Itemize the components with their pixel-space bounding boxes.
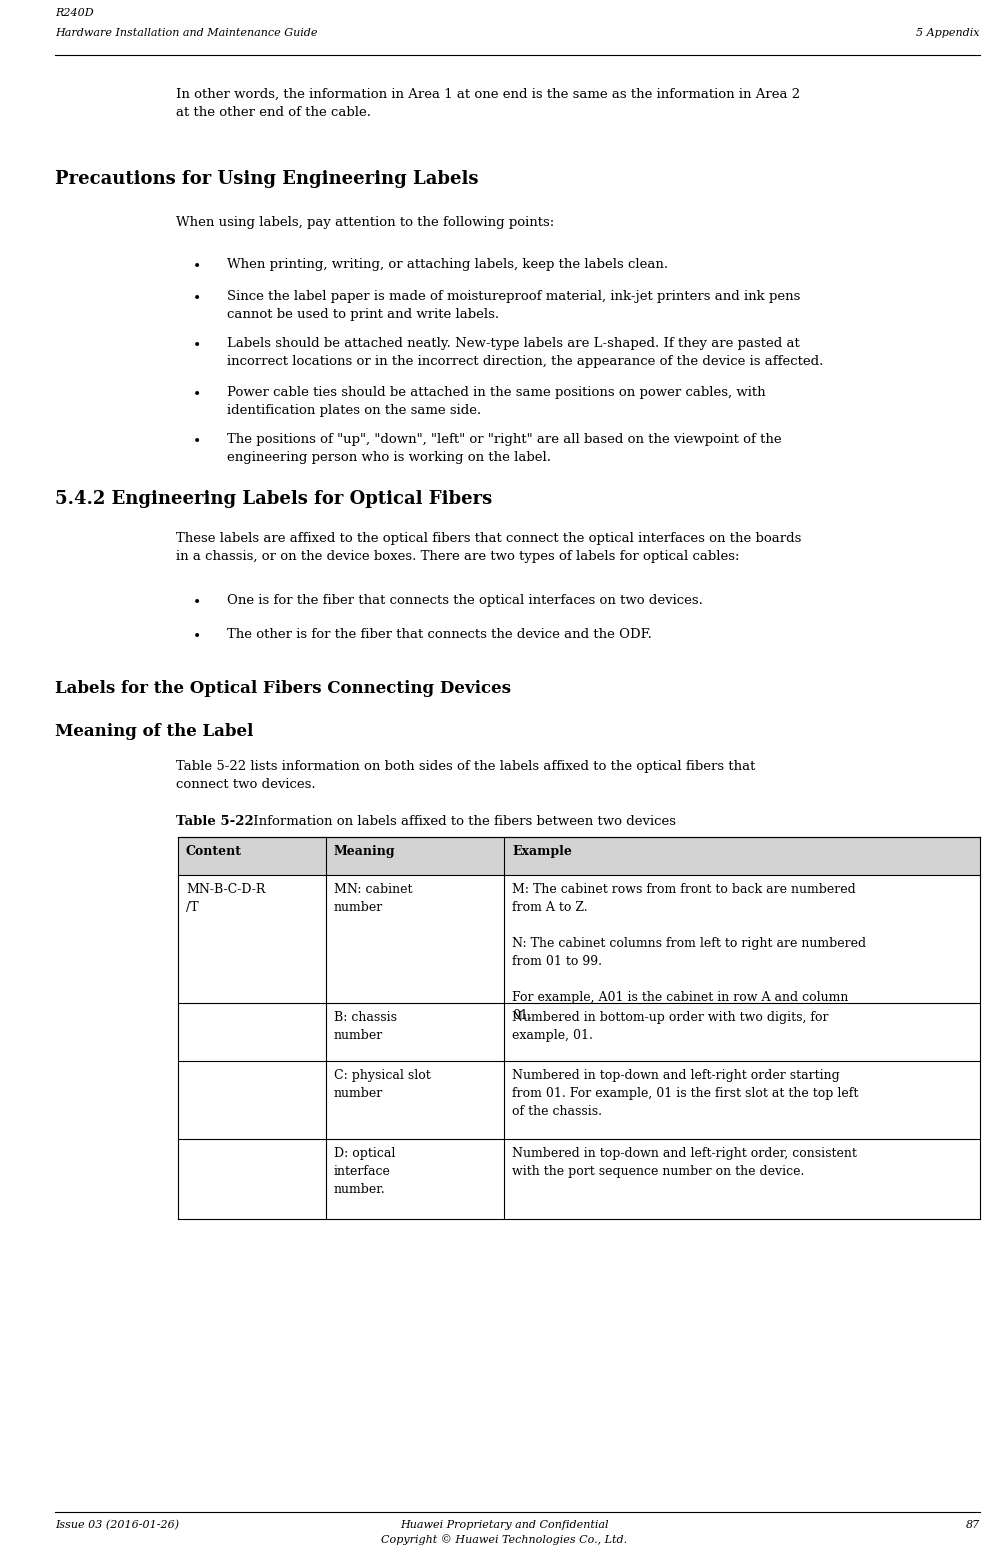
Text: MN-B-C-D-R
/T: MN-B-C-D-R /T xyxy=(186,882,265,914)
Text: Example: Example xyxy=(512,845,572,859)
Bar xyxy=(504,874,980,1003)
Text: Issue 03 (2016-01-26): Issue 03 (2016-01-26) xyxy=(55,1520,179,1531)
Text: Numbered in bottom-up order with two digits, for
example, 01.: Numbered in bottom-up order with two dig… xyxy=(512,1011,829,1042)
Text: 5.4.2 Engineering Labels for Optical Fibers: 5.4.2 Engineering Labels for Optical Fib… xyxy=(55,490,493,508)
Bar xyxy=(504,1139,980,1219)
Text: Hardware Installation and Maintenance Guide: Hardware Installation and Maintenance Gu… xyxy=(55,28,318,38)
Text: Labels for the Optical Fibers Connecting Devices: Labels for the Optical Fibers Connecting… xyxy=(55,680,511,697)
Text: Table 5-22: Table 5-22 xyxy=(176,815,254,827)
Text: 5 Appendix: 5 Appendix xyxy=(916,28,980,38)
Text: Content: Content xyxy=(186,845,242,859)
Text: •: • xyxy=(193,338,201,353)
Text: R240D: R240D xyxy=(55,8,94,17)
Text: When using labels, pay attention to the following points:: When using labels, pay attention to the … xyxy=(176,216,554,229)
Bar xyxy=(326,1003,504,1061)
Text: M: The cabinet rows from front to back are numbered
from A to Z.

N: The cabinet: M: The cabinet rows from front to back a… xyxy=(512,882,866,1022)
Text: •: • xyxy=(193,291,201,306)
Bar xyxy=(178,874,326,1219)
Text: When printing, writing, or attaching labels, keep the labels clean.: When printing, writing, or attaching lab… xyxy=(227,259,668,271)
Bar xyxy=(326,1061,504,1139)
Text: Meaning: Meaning xyxy=(334,845,395,859)
Text: Power cable ties should be attached in the same positions on power cables, with
: Power cable ties should be attached in t… xyxy=(227,385,765,417)
Text: Table 5-22 lists information on both sides of the labels affixed to the optical : Table 5-22 lists information on both sid… xyxy=(176,760,756,791)
Bar xyxy=(326,1139,504,1219)
Text: In other words, the information in Area 1 at one end is the same as the informat: In other words, the information in Area … xyxy=(176,88,800,119)
Text: Numbered in top-down and left-right order, consistent
with the port sequence num: Numbered in top-down and left-right orde… xyxy=(512,1147,857,1178)
Text: Labels should be attached neatly. New-type labels are L-shaped. If they are past: Labels should be attached neatly. New-ty… xyxy=(227,337,824,368)
Text: Since the label paper is made of moistureproof material, ink-jet printers and in: Since the label paper is made of moistur… xyxy=(227,290,800,321)
Text: These labels are affixed to the optical fibers that connect the optical interfac: These labels are affixed to the optical … xyxy=(176,533,801,563)
Text: The positions of "up", "down", "left" or "right" are all based on the viewpoint : The positions of "up", "down", "left" or… xyxy=(227,432,781,464)
Text: Huawei Proprietary and Confidential
Copyright © Huawei Technologies Co., Ltd.: Huawei Proprietary and Confidential Copy… xyxy=(381,1520,627,1545)
Text: Precautions for Using Engineering Labels: Precautions for Using Engineering Labels xyxy=(55,169,479,188)
Text: Information on labels affixed to the fibers between two devices: Information on labels affixed to the fib… xyxy=(249,815,676,827)
Text: C: physical slot
number: C: physical slot number xyxy=(334,1069,430,1100)
Text: Numbered in top-down and left-right order starting
from 01. For example, 01 is t: Numbered in top-down and left-right orde… xyxy=(512,1069,859,1117)
Text: MN: cabinet
number: MN: cabinet number xyxy=(334,882,412,914)
Text: •: • xyxy=(193,436,201,450)
Text: The other is for the fiber that connects the device and the ODF.: The other is for the fiber that connects… xyxy=(227,628,652,641)
Bar xyxy=(504,1003,980,1061)
Text: •: • xyxy=(193,595,201,610)
Text: •: • xyxy=(193,260,201,274)
Text: One is for the fiber that connects the optical interfaces on two devices.: One is for the fiber that connects the o… xyxy=(227,594,703,606)
Text: B: chassis
number: B: chassis number xyxy=(334,1011,397,1042)
Bar xyxy=(504,1061,980,1139)
Bar xyxy=(326,874,504,1003)
Text: 87: 87 xyxy=(966,1520,980,1529)
Text: •: • xyxy=(193,389,201,403)
Text: •: • xyxy=(193,630,201,644)
Text: D: optical
interface
number.: D: optical interface number. xyxy=(334,1147,395,1196)
Bar xyxy=(178,837,980,874)
Text: Meaning of the Label: Meaning of the Label xyxy=(55,722,254,740)
